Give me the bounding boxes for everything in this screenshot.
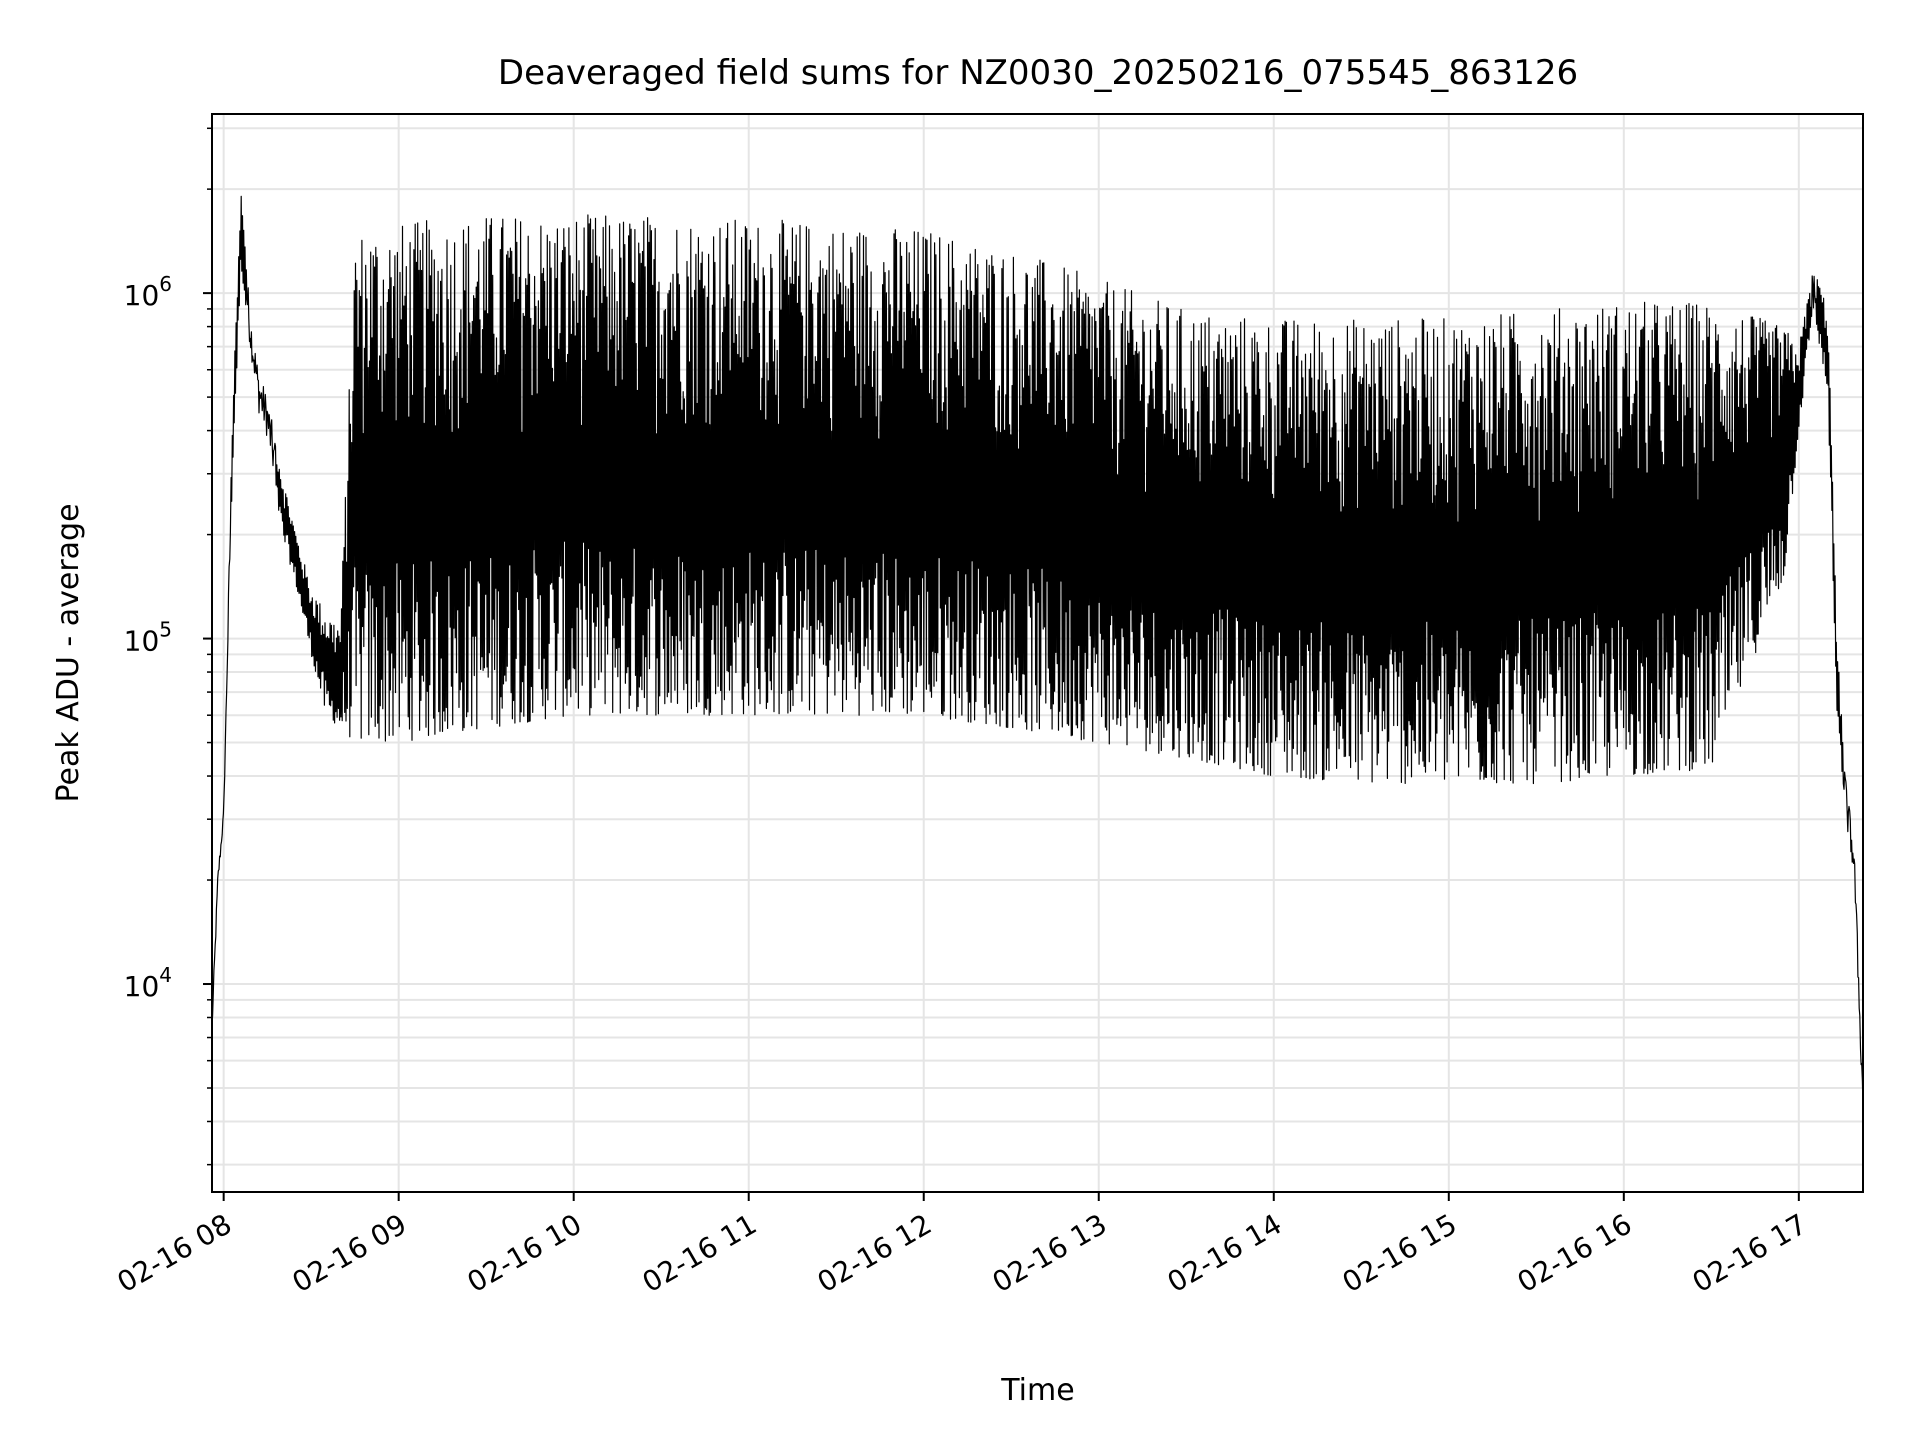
y-tick-label: 104	[124, 963, 172, 1003]
y-tick-base: 10	[124, 970, 160, 1003]
y-tick-exp: 4	[159, 963, 172, 987]
y-tick-base: 10	[124, 625, 160, 658]
y-tick-label: 106	[124, 272, 172, 312]
y-tick-exp: 5	[159, 618, 172, 642]
y-tick-exp: 6	[159, 272, 172, 296]
x-axis-label: Time	[1000, 1373, 1074, 1408]
series-line	[211, 195, 1864, 1110]
y-tick-label: 105	[124, 618, 172, 658]
plot-frame	[211, 113, 1864, 1193]
chart-title: Deaveraged field sums for NZ0030_2025021…	[498, 53, 1578, 93]
data-series	[211, 195, 1864, 1110]
y-tick-base: 10	[124, 279, 160, 312]
y-axis-label: Peak ADU - average	[51, 503, 86, 802]
